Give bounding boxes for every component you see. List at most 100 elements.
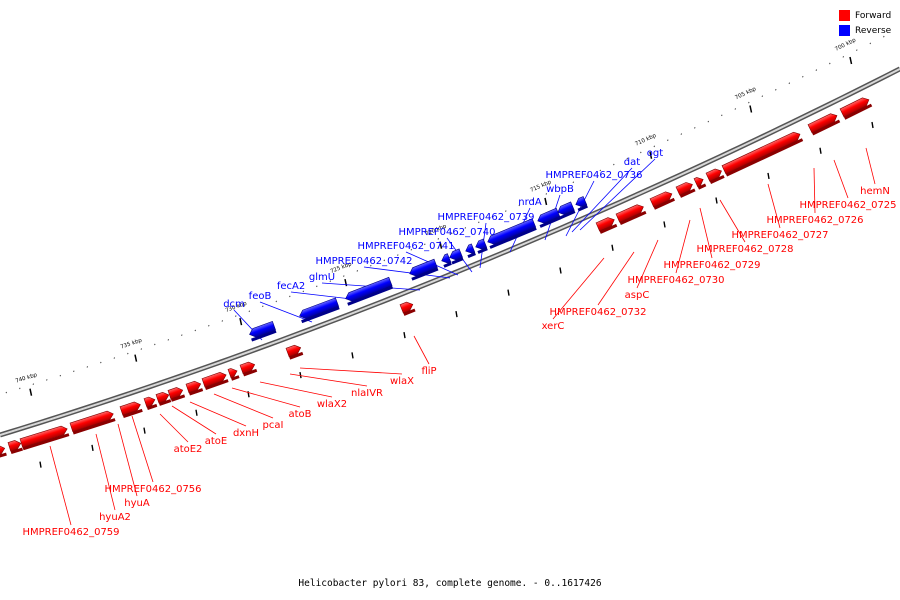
forward-gene-block[interactable]: [721, 130, 804, 177]
gene-shape[interactable]: [705, 167, 723, 182]
gene-shape[interactable]: [298, 297, 340, 320]
forward-gene-block[interactable]: [705, 167, 725, 185]
minor-tick: [46, 379, 48, 381]
gene-side: [619, 210, 647, 225]
forward-gene-block[interactable]: [807, 111, 841, 136]
minor-tick: [302, 290, 305, 293]
gene-side: [243, 368, 258, 377]
forward-gene-block[interactable]: [839, 96, 873, 120]
gene-shape[interactable]: [486, 218, 537, 246]
forward-gene-block[interactable]: [0, 444, 7, 460]
forward-gene-block[interactable]: [7, 439, 23, 455]
gene-side: [725, 138, 804, 177]
gene-shape[interactable]: [185, 380, 202, 394]
gene-shape[interactable]: [0, 444, 6, 458]
reverse-gene-block[interactable]: [448, 248, 464, 265]
reverse-gene-block[interactable]: [408, 258, 439, 281]
reverse-gene-block[interactable]: [440, 253, 452, 268]
forward-gene-block[interactable]: [285, 343, 304, 360]
gene-side: [251, 329, 277, 342]
minor-tick: [424, 243, 426, 246]
gene-shape[interactable]: [440, 253, 452, 265]
gene-shape[interactable]: [595, 216, 616, 232]
forward-gene-block[interactable]: [615, 203, 647, 225]
reverse-gene-block[interactable]: [344, 276, 394, 306]
forward-gene-block[interactable]: [19, 425, 70, 451]
forward-gene-block[interactable]: [167, 386, 186, 402]
gene-label-hmpref0462-0742: HMPREF0462_0742: [315, 256, 412, 267]
gene-shape[interactable]: [721, 130, 802, 175]
gene-shape[interactable]: [693, 175, 705, 188]
gene-shape[interactable]: [155, 391, 170, 404]
gene-shape[interactable]: [227, 367, 239, 379]
gene-shape[interactable]: [7, 439, 22, 452]
gene-shape[interactable]: [615, 203, 645, 223]
reverse-gene-block[interactable]: [464, 243, 476, 259]
gene-shape[interactable]: [143, 395, 156, 408]
genome-backbone: [0, 66, 900, 438]
gene-shape[interactable]: [399, 300, 414, 314]
reverse-gene-block[interactable]: [248, 320, 277, 342]
gene-shape[interactable]: [19, 425, 69, 448]
gene-label-dcm: dcm: [223, 299, 245, 310]
forward-gene-block[interactable]: [595, 216, 618, 234]
genome-caption: Helicobacter pylori 83, complete genome.…: [298, 578, 602, 589]
inner-tick: [143, 427, 146, 434]
forward-gene-block[interactable]: [143, 395, 158, 410]
reverse-gene-block[interactable]: [574, 196, 588, 212]
gene-shape[interactable]: [536, 207, 561, 225]
forward-gene-block[interactable]: [119, 400, 143, 419]
reverse-gene-block[interactable]: [486, 218, 537, 249]
gene-label-hemn: hemN: [860, 186, 890, 197]
minor-tick: [640, 151, 642, 154]
forward-gene-block[interactable]: [399, 300, 416, 316]
reverse-gene-block[interactable]: [556, 201, 576, 220]
gene-shape[interactable]: [464, 243, 476, 255]
minor-tick: [559, 187, 561, 189]
reverse-gene-block[interactable]: [474, 238, 488, 254]
forward-swatch: [839, 10, 850, 21]
leader-line: [171, 405, 217, 435]
inner-tick: [559, 267, 562, 274]
forward-gene-block[interactable]: [675, 180, 696, 198]
gene-side: [170, 394, 186, 402]
gene-shape[interactable]: [167, 386, 184, 400]
gene-shape[interactable]: [649, 190, 674, 208]
gene-shape[interactable]: [839, 96, 871, 118]
forward-gene-block[interactable]: [239, 360, 258, 377]
minor-tick: [478, 221, 480, 224]
minor-tick: [275, 300, 278, 303]
gene-label-hmpref0462-0728: HMPREF0462_0728: [696, 244, 793, 255]
gene-blocks[interactable]: [0, 96, 873, 460]
leader-line: [675, 219, 691, 274]
gene-shape[interactable]: [344, 276, 393, 303]
reverse-gene-block[interactable]: [536, 207, 561, 228]
forward-gene-block[interactable]: [69, 410, 116, 435]
gene-shape[interactable]: [285, 343, 302, 358]
gene-shape[interactable]: [807, 111, 839, 134]
forward-gene-block[interactable]: [693, 175, 707, 190]
gene-shape[interactable]: [239, 360, 256, 374]
minor-tick: [653, 145, 656, 148]
forward-gene-block[interactable]: [201, 371, 229, 390]
forward-gene-block[interactable]: [649, 190, 675, 210]
gene-shape[interactable]: [675, 180, 694, 196]
inner-tick: [403, 331, 406, 339]
reverse-gene-block[interactable]: [298, 297, 340, 324]
leader-line: [131, 415, 154, 483]
gene-label-atoe2: atoE2: [174, 444, 203, 455]
leader-line: [552, 257, 605, 320]
minor-tick: [748, 101, 750, 104]
forward-gene-block[interactable]: [155, 391, 172, 406]
gene-side: [146, 403, 158, 410]
gene-shape[interactable]: [69, 410, 115, 432]
minor-tick: [154, 343, 156, 346]
gene-shape[interactable]: [201, 371, 228, 388]
gene-label-hyua2: hyuA2: [99, 512, 131, 523]
leader-line: [597, 251, 635, 306]
gene-shape[interactable]: [119, 400, 142, 416]
forward-gene-block[interactable]: [227, 367, 240, 381]
gene-label-hmpref0462-0756: HMPREF0462_0756: [104, 484, 201, 495]
forward-gene-block[interactable]: [185, 380, 204, 396]
